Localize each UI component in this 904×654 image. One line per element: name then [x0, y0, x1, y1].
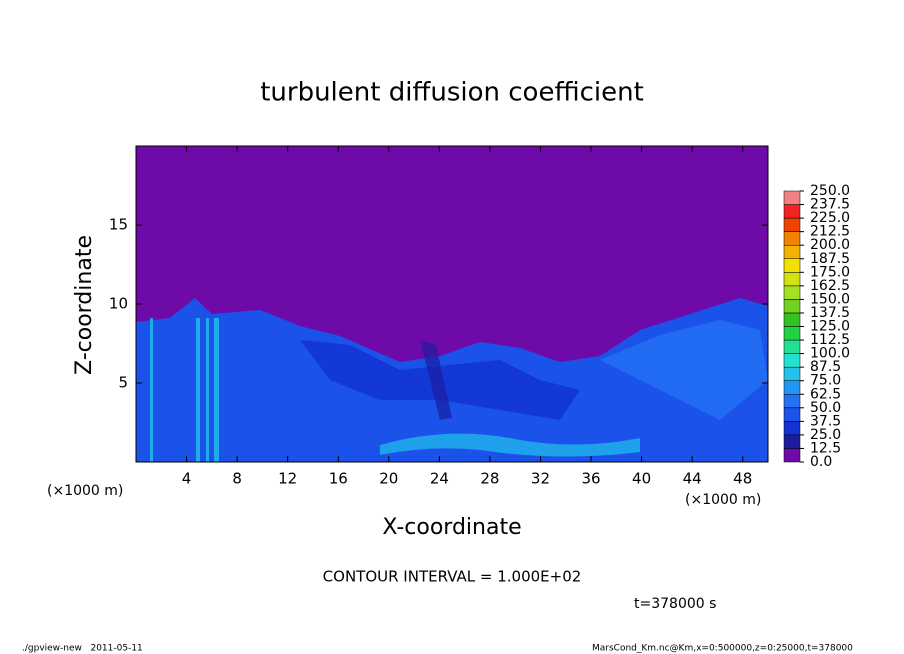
- x-tick-label: 12: [278, 470, 297, 488]
- colorbar-box: [783, 272, 801, 287]
- colorbar-box: [783, 394, 801, 409]
- colorbar-box: [783, 312, 801, 327]
- x-tick-label: 8: [232, 470, 242, 488]
- colorbar-label: 0.0: [810, 454, 832, 470]
- field-streak: [196, 318, 200, 462]
- footer-right: MarsCond_Km.nc@Km,x=0:500000,z=0:25000,t…: [592, 644, 853, 654]
- colorbar-label: 200.0: [810, 237, 850, 253]
- colorbar-box: [783, 380, 801, 395]
- colorbar-box: [783, 204, 801, 219]
- x-tick-label: 16: [329, 470, 348, 488]
- colorbar-label: 87.5: [810, 359, 841, 375]
- colorbar-label: 100.0: [810, 346, 850, 362]
- colorbar-label: 175.0: [810, 264, 850, 280]
- footer-left: ./gpview-new 2011-05-11: [22, 644, 143, 654]
- colorbar-label: 62.5: [810, 386, 841, 402]
- x-tick-label: 48: [733, 470, 752, 488]
- colorbar-box: [783, 434, 801, 449]
- colorbar-label: 37.5: [810, 413, 841, 429]
- field-streak: [214, 318, 219, 462]
- colorbar-label: 250.0: [810, 183, 850, 199]
- x-axis-label: X-coordinate: [382, 515, 521, 540]
- colorbar-box: [783, 353, 801, 368]
- colorbar-box: [783, 448, 801, 463]
- colorbar-label: 237.5: [810, 197, 850, 213]
- colorbar-label: 25.0: [810, 427, 841, 443]
- colorbar-label: 150.0: [810, 291, 850, 307]
- x-tick-label: 20: [379, 470, 398, 488]
- colorbar-label: 112.5: [810, 332, 850, 348]
- x-tick-label: 40: [632, 470, 651, 488]
- x-tick-label: 36: [581, 470, 600, 488]
- field-streak: [150, 318, 153, 462]
- colorbar-box: [783, 258, 801, 273]
- y-tick-label: 10: [109, 295, 128, 313]
- colorbar-label: 125.0: [810, 319, 850, 335]
- colorbar-box: [783, 190, 801, 205]
- colorbar-box: [783, 366, 801, 381]
- colorbar-box: [783, 231, 801, 246]
- chart-title: turbulent diffusion coefficient: [260, 78, 644, 108]
- y-tick-label: 15: [109, 216, 128, 234]
- colorbar-label: 137.5: [810, 305, 850, 321]
- colorbar-box: [783, 407, 801, 422]
- colorbar-box: [783, 285, 801, 300]
- field-streak: [380, 433, 640, 457]
- field-streak: [206, 318, 209, 462]
- colorbar-label: 12.5: [810, 440, 841, 456]
- x-tick-label: 32: [531, 470, 550, 488]
- contour-interval: CONTOUR INTERVAL = 1.000E+02: [323, 568, 582, 586]
- colorbar-box: [783, 299, 801, 314]
- colorbar-label: 50.0: [810, 400, 841, 416]
- colorbar-box: [783, 326, 801, 341]
- field-streak: [420, 340, 452, 420]
- colorbar-box: [783, 217, 801, 232]
- colorbar-label: 225.0: [810, 210, 850, 226]
- field-region: [600, 320, 768, 420]
- colorbar-label: 187.5: [810, 251, 850, 267]
- y-axis-label: Z-coordinate: [72, 235, 97, 375]
- colorbar-label: 162.5: [810, 278, 850, 294]
- axis-unit: (×1000 m): [685, 492, 761, 508]
- colorbar-box: [783, 244, 801, 259]
- colorbar-box: [783, 421, 801, 436]
- axis-unit: (×1000 m): [47, 483, 123, 499]
- colorbar-box: [783, 339, 801, 354]
- colorbar-label: 212.5: [810, 224, 850, 240]
- colorbar-label: 75.0: [810, 373, 841, 389]
- x-tick-label: 28: [480, 470, 499, 488]
- time-label: t=378000 s: [634, 596, 716, 612]
- y-tick-label: 5: [118, 374, 128, 392]
- x-tick-label: 4: [182, 470, 192, 488]
- x-tick-label: 24: [430, 470, 449, 488]
- x-tick-label: 44: [683, 470, 702, 488]
